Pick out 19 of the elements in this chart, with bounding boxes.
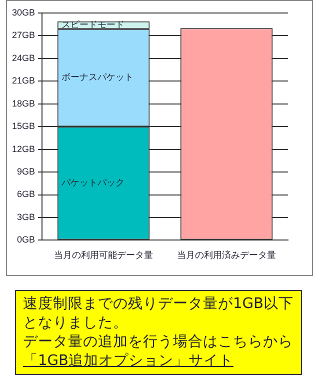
series-label: ボーナスパケット [61, 72, 134, 84]
y-tick-label: 0GB [17, 234, 36, 245]
y-tick-label: 30GB [12, 7, 36, 18]
series-label: スピードモード [61, 19, 124, 30]
text: 「1GB追加オプション」サイト [23, 353, 234, 369]
series-label: パケットパック [60, 178, 124, 188]
y-tick-label: 24GB [12, 52, 36, 63]
y-tick-label: 12GB [12, 144, 36, 154]
y-tick-label: 3GB [17, 212, 36, 222]
y-tick-label: 21GB [12, 76, 36, 86]
text: 速度制限までの残りデータ量が1GB以下となりました。 [23, 296, 294, 331]
y-tick-label: 9GB [17, 166, 36, 177]
x-tick-label: 当月の利用済みデータ量 [177, 250, 276, 261]
y-tick-label: 27GB [12, 30, 36, 40]
x-tick-label: 当月の利用可能データ量 [54, 250, 154, 261]
text: データ量の追加を行う場合はこちらから [23, 334, 293, 350]
y-tick-label: 6GB [17, 189, 36, 200]
y-tick-label: 15GB [12, 121, 36, 132]
y-tick-label: 18GB [12, 98, 36, 108]
